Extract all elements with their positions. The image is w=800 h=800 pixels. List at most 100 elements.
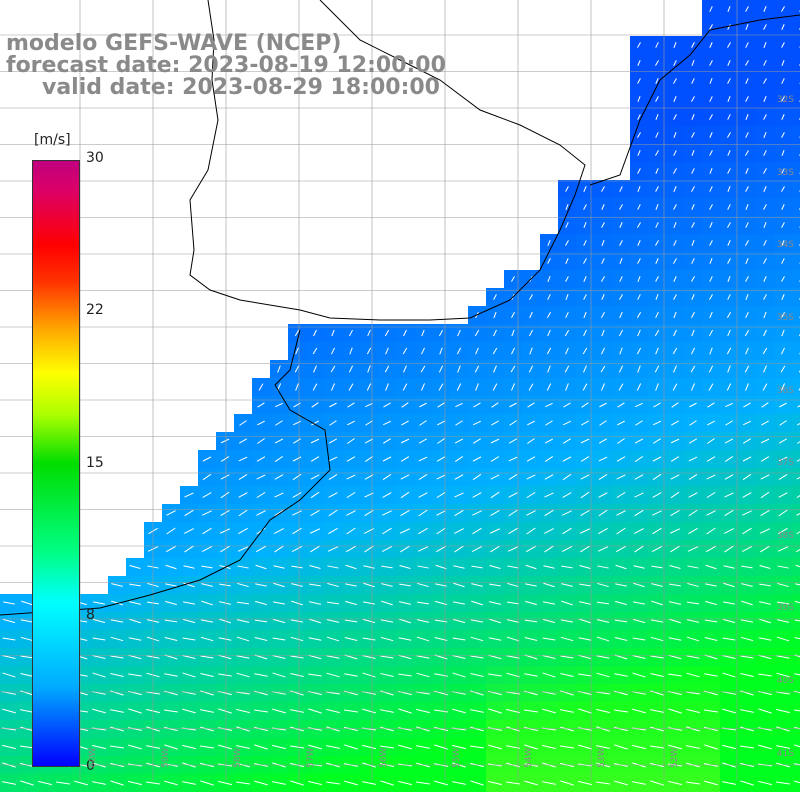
wind-arrow [673,365,677,373]
wind-arrow [489,583,501,587]
wind-arrow [560,655,574,659]
wind-arrow [758,744,772,750]
wind-arrow [312,347,318,355]
wind-arrow [110,726,124,732]
wind-arrow [583,222,587,228]
wind-arrow [781,96,785,102]
wind-arrow [275,420,283,426]
wind-arrow [471,565,483,569]
wind-arrow [293,402,301,408]
wind-arrow [200,726,214,732]
wind-arrow [781,222,785,228]
wind-arrow [727,204,731,210]
wind-arrow [637,114,641,120]
wind-arrow [560,780,574,786]
wind-arrow [690,383,696,391]
wind-arrow [290,709,304,713]
wind-arrow [706,474,716,480]
wind-arrow [742,420,752,426]
wind-arrow [470,619,484,623]
wind-arrow [183,565,195,569]
wind-arrow [272,655,286,659]
wind-arrow [488,673,502,677]
lat-label: 34S [776,240,794,250]
wind-arrow [129,565,141,569]
wind-arrow [560,672,574,678]
wind-arrow [345,600,357,606]
wind-arrow [763,222,767,228]
wind-arrow [796,476,800,480]
wind-arrow [758,708,772,714]
wind-arrow [727,276,731,282]
wind-arrow [400,438,410,444]
wind-cell [792,666,800,684]
wind-arrow [615,545,627,553]
wind-arrow [308,673,322,677]
wind-arrow [529,311,533,319]
wind-cell [792,270,800,288]
wind-arrow [745,6,749,12]
wind-arrow [727,329,731,337]
wind-arrow [111,600,123,606]
wind-arrow [202,492,212,498]
wind-arrow [637,222,641,228]
wind-arrow [763,186,767,192]
wind-arrow [218,673,232,677]
wind-arrow [2,708,16,714]
lat-label: 39S [776,603,794,613]
wind-arrow [614,619,628,623]
wind-arrow [274,528,284,534]
wind-arrow [506,781,520,785]
wind-arrow [778,438,788,444]
wind-arrow [238,509,248,517]
wind-arrow [781,132,785,138]
wind-arrow [20,619,34,623]
wind-arrow [781,60,785,66]
wind-arrow [400,491,410,499]
wind-arrow [416,636,430,642]
wind-arrow [254,637,268,641]
wind-arrow [673,186,677,192]
wind-arrow [295,347,299,355]
wind-arrow [291,583,303,587]
wind-arrow [200,636,214,642]
wind-arrow [725,420,733,426]
wind-arrow [706,491,716,499]
wind-arrow [601,186,605,192]
wind-arrow [578,708,592,714]
wind-arrow [310,545,320,553]
wind-arrow [763,24,767,30]
wind-arrow [673,240,677,246]
wind-arrow [218,744,232,750]
wind-arrow [165,600,177,606]
wind-arrow [673,96,677,102]
wind-arrow [583,294,587,300]
lon-label: 57W [306,747,316,768]
wind-arrow [439,347,443,355]
wind-arrow [691,186,695,192]
wind-arrow [381,600,393,606]
wind-arrow [760,510,770,516]
wind-arrow [616,527,626,535]
wind-arrow [709,222,713,228]
wind-arrow [579,565,591,569]
wind-cell [792,108,800,126]
wind-arrow [385,347,389,355]
lon-label: 56W [379,747,389,768]
wind-arrow [564,365,570,373]
wind-arrow [688,474,698,480]
wind-arrow [781,24,785,30]
wind-arrow [329,402,337,408]
wind-arrow [416,672,430,678]
wind-arrow [709,78,713,84]
wind-arrow [526,527,536,535]
wind-arrow [493,365,497,373]
wind-arrow [745,240,749,246]
wind-arrow [669,528,681,534]
wind-cell [792,432,800,450]
wind-arrow [561,546,573,552]
wind-arrow [367,329,371,337]
wind-arrow [742,510,752,516]
wind-arrow [292,510,302,516]
wind-arrow [272,744,286,750]
